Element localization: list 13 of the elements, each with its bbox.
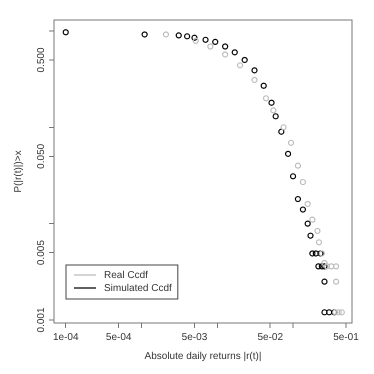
x-tick-label: 1e-04 [52,332,79,343]
legend-label: Simulated Ccdf [104,282,172,294]
x-tick-label: 5e-01 [333,332,360,343]
x-axis-title: Absolute daily returns |r(t)| [144,350,262,362]
y-tick-label: 0.050 [36,143,47,169]
x-tick-label: 5e-02 [257,332,284,343]
y-axis-title: P(|r(t)|)>x [12,150,24,193]
x-tick-label: 5e-04 [106,332,132,343]
y-tick-label: 0.001 [36,307,47,332]
y-tick-label: 0.500 [36,47,47,72]
legend-label: Real Ccdf [104,270,148,281]
x-tick-label: 5e-03 [182,332,208,343]
y-tick-label: 0.005 [36,240,47,266]
